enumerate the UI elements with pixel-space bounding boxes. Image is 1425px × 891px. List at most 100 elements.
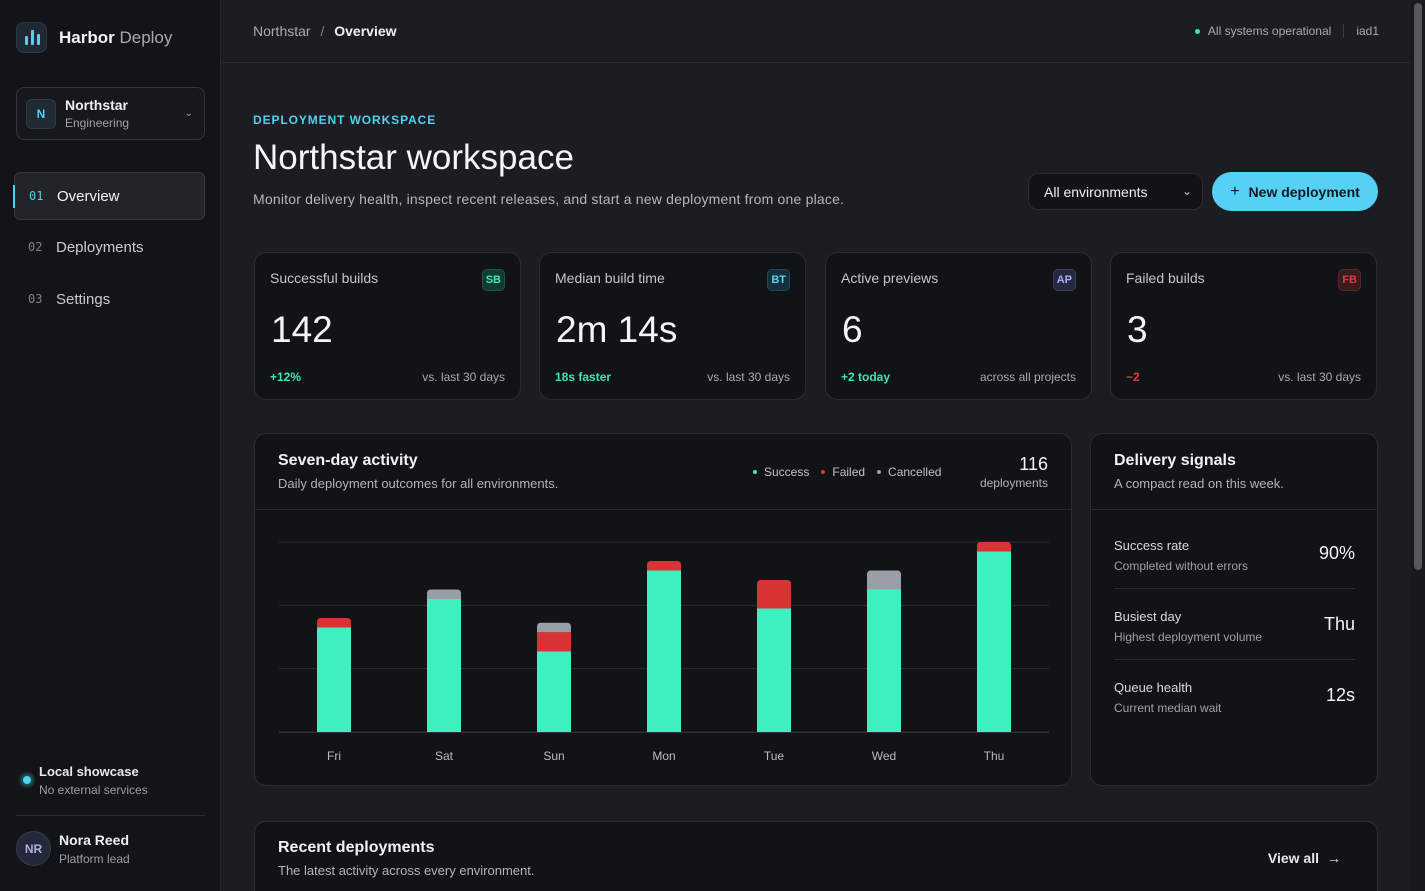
signal-value: 12s xyxy=(1325,685,1355,705)
showcase-subtitle: No external services xyxy=(39,783,148,797)
signal-label: Queue health xyxy=(1114,680,1193,695)
bar-success-mon[interactable] xyxy=(647,570,681,733)
bar-failed-tue[interactable] xyxy=(757,580,791,609)
stat-card-active-previews: Active previews AP 6 +2 today across all… xyxy=(825,252,1092,400)
breadcrumb-root[interactable]: Northstar xyxy=(253,23,311,39)
plus-icon: + xyxy=(1230,182,1240,200)
signal-success-rate: Success rate Completed without errors 90… xyxy=(1114,518,1355,589)
bar-failed-fri[interactable] xyxy=(317,618,351,628)
workspace-switcher[interactable]: N Northstar Engineering ⌄ xyxy=(16,87,205,140)
stat-badge: FB xyxy=(1338,269,1361,291)
bar-success-wed[interactable] xyxy=(867,589,901,733)
bar-failed-sun[interactable] xyxy=(537,632,571,652)
panel-subtitle: Daily deployment outcomes for all enviro… xyxy=(278,476,559,491)
workspace-name: Northstar xyxy=(65,97,129,113)
page-subtitle: Monitor delivery health, inspect recent … xyxy=(253,191,845,207)
avatar: NR xyxy=(16,831,51,866)
status-dot-icon xyxy=(1194,28,1200,34)
new-deployment-button[interactable]: + New deployment xyxy=(1212,172,1378,211)
nav-label: Deployments xyxy=(56,238,144,256)
bar-success-thu[interactable] xyxy=(977,551,1011,733)
stat-value: 6 xyxy=(842,309,863,350)
legend-item-failed: Failed xyxy=(821,465,865,479)
bar-success-tue[interactable] xyxy=(757,608,791,733)
scrollbar-thumb[interactable] xyxy=(1414,3,1422,570)
nav-number: 01 xyxy=(29,189,44,203)
nav-number: 03 xyxy=(28,292,43,306)
deployment-total: 116 deployments xyxy=(980,454,1048,490)
showcase-title: Local showcase xyxy=(39,764,139,779)
bar-success-sun[interactable] xyxy=(537,651,571,732)
legend-label: Failed xyxy=(832,465,866,479)
divider xyxy=(16,815,205,816)
stat-note: vs. last 30 days xyxy=(1278,370,1361,384)
stat-note: vs. last 30 days xyxy=(707,370,790,384)
stat-value: 142 xyxy=(271,309,333,350)
x-tick-label: Fri xyxy=(327,749,341,763)
nav-label: Settings xyxy=(56,290,111,308)
x-tick-label: Thu xyxy=(984,749,1005,763)
chevron-down-icon: ⌄ xyxy=(184,108,193,119)
panel-title: Seven-day activity xyxy=(278,452,418,469)
bar-failed-thu[interactable] xyxy=(977,542,1011,552)
view-all-link[interactable]: View all → xyxy=(1268,850,1341,866)
environment-indicator: Local showcase No external services xyxy=(21,764,148,797)
stat-label: Failed builds xyxy=(1126,270,1205,286)
signal-sub: Current median wait xyxy=(1114,701,1222,715)
stat-value: 3 xyxy=(1127,309,1148,350)
bar-failed-mon[interactable] xyxy=(647,561,681,571)
activity-bar-chart: Fri Sat Sun Mon Tue Wed Thu xyxy=(279,541,1049,763)
bar-cancelled-wed[interactable] xyxy=(867,570,901,590)
system-status: All systems operational iad1 xyxy=(1194,24,1379,38)
breadcrumb-separator: / xyxy=(320,23,325,39)
stat-badge: BT xyxy=(767,269,790,291)
total-value: 116 xyxy=(1019,454,1048,474)
user-name: Nora Reed xyxy=(59,831,130,848)
nav-item-deployments[interactable]: 02 Deployments xyxy=(14,223,205,271)
stat-card-successful-builds: Successful builds SB 142 +12% vs. last 3… xyxy=(254,252,521,400)
stat-badge: AP xyxy=(1052,269,1076,291)
brand[interactable]: Harbor Deploy xyxy=(16,22,172,53)
signal-value: Thu xyxy=(1323,614,1355,634)
environment-select[interactable]: All environments ⌄ xyxy=(1028,173,1203,210)
bar-success-sat[interactable] xyxy=(427,599,461,732)
bar-cancelled-sun[interactable] xyxy=(537,622,571,633)
stat-badge: SB xyxy=(481,269,505,291)
stat-label: Median build time xyxy=(555,270,665,286)
status-text: All systems operational xyxy=(1207,24,1332,38)
workspace-team: Engineering xyxy=(65,116,130,130)
bar-chart-logo-icon xyxy=(16,22,47,53)
page-eyebrow: DEPLOYMENT WORKSPACE xyxy=(253,113,437,127)
bar-success-fri[interactable] xyxy=(317,627,351,733)
legend-dot-icon xyxy=(753,470,757,474)
panel-title: Recent deployments xyxy=(278,839,435,856)
breadcrumb: Northstar / Overview xyxy=(253,23,397,39)
signal-value: 90% xyxy=(1318,543,1355,563)
legend-item-success: Success xyxy=(753,465,809,479)
signal-sub: Completed without errors xyxy=(1114,559,1249,573)
signal-label: Busiest day xyxy=(1114,609,1182,624)
view-all-label: View all xyxy=(1267,850,1319,866)
stat-delta: +12% xyxy=(270,370,302,384)
legend-dot-icon xyxy=(821,470,826,474)
legend-label: Cancelled xyxy=(888,465,942,479)
nav-item-settings[interactable]: 03 Settings xyxy=(14,275,205,323)
workspace-avatar: N xyxy=(26,98,56,129)
x-tick-label: Wed xyxy=(872,749,896,763)
stat-delta: −2 xyxy=(1126,370,1140,384)
recent-deployments-panel: Recent deployments The latest activity a… xyxy=(254,821,1378,891)
new-deployment-label: New deployment xyxy=(1248,183,1360,200)
stat-note: across all projects xyxy=(979,370,1076,384)
scrollbar[interactable] xyxy=(1411,0,1425,891)
page-title: Northstar workspace xyxy=(253,138,574,177)
chevron-down-icon: ⌄ xyxy=(1181,184,1192,198)
bar-cancelled-sat[interactable] xyxy=(427,589,461,600)
user-menu[interactable]: NR Nora Reed Platform lead xyxy=(16,831,130,866)
nav-item-overview[interactable]: 01 Overview xyxy=(13,172,205,220)
x-tick-label: Tue xyxy=(764,749,785,763)
chart-legend: Success Failed Cancelled xyxy=(753,465,953,479)
signal-busiest-day: Busiest day Highest deployment volume Th… xyxy=(1114,589,1355,660)
arrow-right-icon: → xyxy=(1327,850,1341,866)
signal-label: Success rate xyxy=(1114,538,1190,553)
legend-label: Success xyxy=(764,465,810,479)
